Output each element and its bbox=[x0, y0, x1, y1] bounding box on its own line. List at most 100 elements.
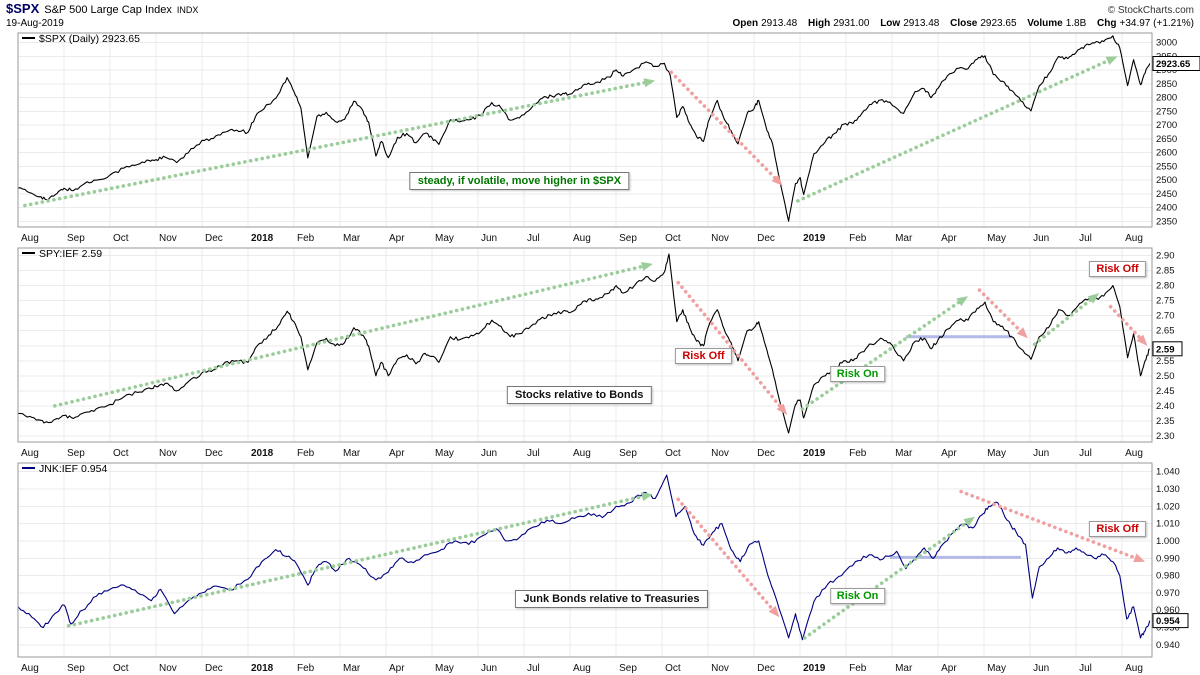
svg-text:2.40: 2.40 bbox=[1156, 401, 1175, 412]
svg-text:Aug: Aug bbox=[573, 233, 591, 244]
svg-text:2400: 2400 bbox=[1156, 203, 1177, 214]
plot-border bbox=[17, 462, 1153, 658]
svg-text:Sep: Sep bbox=[67, 448, 85, 459]
jnk-ief-series-dash-icon bbox=[22, 467, 35, 469]
svg-text:Nov: Nov bbox=[711, 233, 729, 244]
svg-text:2700: 2700 bbox=[1156, 120, 1177, 131]
svg-text:Feb: Feb bbox=[297, 233, 315, 244]
svg-text:Jul: Jul bbox=[1079, 663, 1092, 674]
close-value: 2923.65 bbox=[980, 18, 1017, 29]
svg-text:0.960: 0.960 bbox=[1156, 605, 1180, 616]
svg-text:2.35: 2.35 bbox=[1156, 416, 1175, 427]
svg-text:May: May bbox=[435, 663, 454, 674]
index-name: S&P 500 Large Cap Index bbox=[44, 4, 172, 16]
svg-text:May: May bbox=[987, 663, 1006, 674]
svg-text:May: May bbox=[987, 233, 1006, 244]
svg-text:Dec: Dec bbox=[757, 663, 775, 674]
svg-text:2018: 2018 bbox=[251, 663, 274, 674]
gridlines bbox=[18, 248, 1152, 442]
svg-text:2018: 2018 bbox=[251, 448, 274, 459]
trend-arrows bbox=[52, 262, 1148, 415]
svg-text:Jun: Jun bbox=[481, 233, 497, 244]
svg-text:2.75: 2.75 bbox=[1156, 296, 1175, 307]
gridlines bbox=[18, 463, 1152, 657]
svg-text:Oct: Oct bbox=[665, 663, 681, 674]
spy-ief-ratio-panel: 2.302.352.402.452.502.552.602.652.702.75… bbox=[0, 245, 1200, 460]
svg-text:Oct: Oct bbox=[113, 448, 129, 459]
svg-text:Mar: Mar bbox=[343, 448, 361, 459]
svg-text:Feb: Feb bbox=[297, 448, 315, 459]
chart-header: $SPX S&P 500 Large Cap Index INDX © StockC… bbox=[0, 0, 1200, 30]
gridlines bbox=[18, 33, 1152, 227]
exchange-code: INDX bbox=[176, 5, 199, 15]
svg-text:1.040: 1.040 bbox=[1156, 467, 1180, 478]
svg-text:1.010: 1.010 bbox=[1156, 519, 1180, 530]
risk-off-label: Risk Off bbox=[675, 348, 732, 365]
svg-text:2.55: 2.55 bbox=[1156, 356, 1175, 367]
svg-text:Feb: Feb bbox=[849, 448, 867, 459]
volume-label: Volume bbox=[1027, 18, 1063, 29]
svg-text:Nov: Nov bbox=[159, 663, 177, 674]
svg-text:2923.65: 2923.65 bbox=[1156, 59, 1191, 70]
low-value: 2913.48 bbox=[903, 18, 940, 29]
trend-arrows bbox=[23, 56, 1118, 208]
svg-text:Oct: Oct bbox=[113, 233, 129, 244]
svg-text:Mar: Mar bbox=[895, 663, 913, 674]
svg-text:Mar: Mar bbox=[895, 448, 913, 459]
jnk-ief-legend: JNK:IEF 0.954 bbox=[22, 463, 107, 475]
spx-legend: $SPX (Daily) 2923.65 bbox=[22, 33, 140, 45]
svg-text:2850: 2850 bbox=[1156, 79, 1177, 90]
svg-text:2019: 2019 bbox=[803, 448, 826, 459]
svg-text:Jul: Jul bbox=[1079, 448, 1092, 459]
symbol: $SPX bbox=[6, 1, 40, 16]
svg-text:Apr: Apr bbox=[389, 663, 405, 674]
stockcharts-copyright-link[interactable]: © StockCharts.com bbox=[1107, 5, 1194, 16]
svg-text:2.50: 2.50 bbox=[1156, 371, 1175, 382]
high-value: 2931.00 bbox=[833, 18, 870, 29]
svg-text:2750: 2750 bbox=[1156, 106, 1177, 117]
spx-price-panel: 2350 2400 2450 2500 2550 2600 2650 2700 2750 2800… bbox=[0, 30, 1200, 245]
svg-text:2019: 2019 bbox=[803, 663, 826, 674]
plot-border bbox=[17, 32, 1153, 228]
svg-text:0.940: 0.940 bbox=[1156, 640, 1180, 651]
svg-text:2500: 2500 bbox=[1156, 175, 1177, 186]
svg-text:2.65: 2.65 bbox=[1156, 326, 1175, 337]
svg-text:2018: 2018 bbox=[251, 233, 274, 244]
svg-text:Apr: Apr bbox=[941, 448, 957, 459]
risk-on-label: Risk On bbox=[829, 587, 886, 604]
svg-text:Jun: Jun bbox=[1033, 448, 1049, 459]
spx-series-dash-icon bbox=[22, 37, 35, 39]
low-label: Low bbox=[880, 18, 901, 29]
svg-text:Nov: Nov bbox=[711, 663, 729, 674]
svg-text:Mar: Mar bbox=[343, 233, 361, 244]
svg-text:2.70: 2.70 bbox=[1156, 311, 1175, 322]
spx-chart-svg: 2350 2400 2450 2500 2550 2600 2650 2700 2750 2800… bbox=[17, 32, 1200, 244]
svg-text:2650: 2650 bbox=[1156, 134, 1177, 145]
jnk-ief-legend-text: JNK:IEF 0.954 bbox=[39, 463, 108, 475]
open-label: Open bbox=[732, 18, 759, 29]
quote-bar: Open 2913.48 High 2931.00 Low 2913.48 Close… bbox=[725, 17, 1194, 30]
svg-text:Aug: Aug bbox=[1125, 663, 1143, 674]
open-value: 2913.48 bbox=[761, 18, 798, 29]
svg-text:1.000: 1.000 bbox=[1156, 536, 1180, 547]
svg-text:Oct: Oct bbox=[665, 448, 681, 459]
svg-text:Sep: Sep bbox=[67, 663, 85, 674]
svg-text:Nov: Nov bbox=[711, 448, 729, 459]
svg-text:Aug: Aug bbox=[573, 663, 591, 674]
svg-text:May: May bbox=[987, 448, 1006, 459]
svg-text:Sep: Sep bbox=[67, 233, 85, 244]
price-line bbox=[17, 35, 1151, 222]
last-price-tag: 2.59 bbox=[1152, 341, 1183, 357]
svg-text:Feb: Feb bbox=[297, 663, 315, 674]
svg-text:1.020: 1.020 bbox=[1156, 501, 1180, 512]
svg-text:Jul: Jul bbox=[527, 448, 540, 459]
volume-value: 1.8B bbox=[1065, 18, 1087, 29]
svg-text:Jul: Jul bbox=[1079, 233, 1092, 244]
spy-ief-legend: SPY:IEF 2.59 bbox=[22, 248, 102, 260]
svg-text:2.59: 2.59 bbox=[1156, 344, 1175, 355]
jnk-ief-chart-svg: 0.9400.9500.9600.9700.9800.9901.0001.010… bbox=[17, 462, 1189, 674]
svg-text:Oct: Oct bbox=[113, 663, 129, 674]
high-label: High bbox=[808, 18, 831, 29]
svg-text:Aug: Aug bbox=[21, 233, 39, 244]
